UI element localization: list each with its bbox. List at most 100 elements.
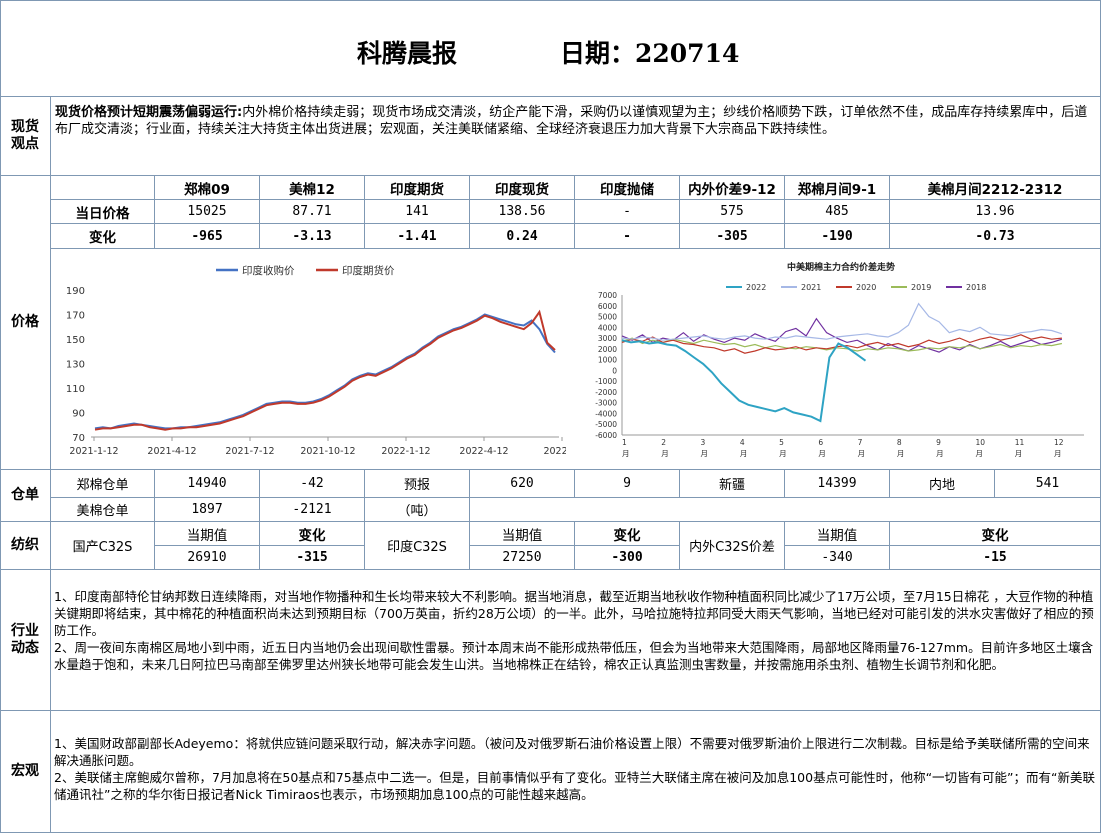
y-tick-label: 190 — [66, 286, 85, 297]
price-col-header: 内外价差9-12 — [680, 176, 785, 200]
y-tick-label: 0 — [612, 366, 617, 375]
legend-label: 2020 — [856, 283, 876, 292]
warehouse-cell: （吨） — [365, 498, 470, 522]
price-cell: 138.56 — [470, 200, 575, 224]
price-col-header: 美棉月间2212-2312 — [890, 176, 1101, 200]
warehouse-cell: 内地 — [890, 470, 995, 498]
y-tick-label: 170 — [66, 311, 85, 322]
y-tick-label: 3000 — [598, 334, 617, 343]
x-tick-label: 2021-1-12 — [69, 446, 118, 457]
warehouse-cell: 新疆 — [680, 470, 785, 498]
price-col-header: 印度抛储 — [575, 176, 680, 200]
price-cell: -1.41 — [365, 224, 470, 249]
x-tick-label: 2022-7- — [543, 446, 566, 457]
price-cell: 141 — [365, 200, 470, 224]
x-tick-label: 12 月 — [1054, 438, 1064, 458]
x-tick-label: 2022-1-12 — [381, 446, 430, 457]
y-tick-label: -6000 — [595, 431, 617, 440]
price-cell: 0.24 — [470, 224, 575, 249]
price-cell: -965 — [155, 224, 260, 249]
spinning-value: -340 — [785, 546, 890, 570]
price-row-label: 当日价格 — [51, 200, 155, 224]
x-tick-label: 11 月 — [1015, 438, 1025, 458]
x-tick-label: 2022-4-12 — [459, 446, 508, 457]
series-line-印度期货价 — [94, 309, 556, 431]
spinning-change: -315 — [260, 546, 365, 570]
price-cell: 485 — [785, 200, 890, 224]
y-tick-label: -1000 — [595, 377, 617, 386]
report-header: 科腾晨报 日期：220714 — [0, 0, 1101, 97]
price-col-header: 美棉12 — [260, 176, 365, 200]
x-tick-label: 2021-4-12 — [147, 446, 196, 457]
price-cell: -190 — [785, 224, 890, 249]
section-label-warehouse: 仓单 — [0, 470, 51, 522]
price-cell: - — [575, 224, 680, 249]
spinning-label: 国产C32S — [51, 522, 155, 570]
y-tick-label: 150 — [66, 335, 85, 346]
price-cell: -3.13 — [260, 224, 365, 249]
spot-view-lead: 现货价格预计短期震荡偏弱运行: — [55, 105, 243, 120]
y-tick-label: 2000 — [598, 345, 617, 354]
price-col-header: 印度现货 — [470, 176, 575, 200]
india-price-chart: 70 90 110 130 150 170 190 2021-1-12 2021-4-12 202… — [66, 264, 566, 457]
y-tick-label: -2000 — [595, 388, 617, 397]
warehouse-cell: 郑棉仓单 — [51, 470, 155, 498]
section-label-industry: 行业 动态 — [0, 570, 51, 711]
price-cell: -305 — [680, 224, 785, 249]
x-tick-label: 2021-10-12 — [300, 446, 355, 457]
legend-label: 2018 — [966, 283, 986, 292]
price-cell: 87.71 — [260, 200, 365, 224]
y-tick-label: 1000 — [598, 356, 617, 365]
series-line-2018 — [621, 317, 1063, 353]
spot-view: 现货价格预计短期震荡偏弱运行:内外棉价格持续走弱；现货市场成交清淡，纺企产能下滑… — [51, 97, 1101, 176]
spinning-value: 26910 — [155, 546, 260, 570]
chart-title: 中美期棉主力合约价差走势 — [787, 261, 895, 273]
spinning-change: -15 — [890, 546, 1101, 570]
warehouse-empty — [470, 498, 1101, 522]
price-col-header: 郑棉月间9-1 — [785, 176, 890, 200]
series-line-2019 — [621, 337, 1063, 352]
y-tick-label: 6000 — [598, 302, 617, 311]
legend-label: 2022 — [746, 283, 766, 292]
spot-view-body: 内外棉价格持续走弱；现货市场成交清淡，纺企产能下滑，采购仍以谨慎观望为主；纱线价… — [55, 105, 1088, 137]
y-tick-label: 70 — [72, 433, 85, 444]
industry-item-2: 2、周一夜间东南棉区局地小到中雨，近五日内当地仍会出现间歇性雷暴。预计本周末尚不… — [54, 640, 1094, 672]
price-cell: 15025 — [155, 200, 260, 224]
spinning-head: 当期值 — [785, 522, 890, 546]
warehouse-cell: 14940 — [155, 470, 260, 498]
warehouse-cell: 美棉仓单 — [51, 498, 155, 522]
price-col-header: 郑棉09 — [155, 176, 260, 200]
spinning-head: 变化 — [575, 522, 680, 546]
macro-news: 1、美国财政部副部长Adeyemo：将就供应链问题采取行动，解决赤字问题。（被问… — [51, 711, 1101, 833]
warehouse-cell: 预报 — [365, 470, 470, 498]
legend-label: 2019 — [911, 283, 931, 292]
y-tick-label: 4000 — [598, 323, 617, 332]
section-label-spot: 现货 观点 — [0, 97, 51, 176]
price-cell: - — [575, 200, 680, 224]
report-title: 科腾晨报 — [357, 39, 458, 68]
x-tick-label: 2021-7-12 — [225, 446, 274, 457]
macro-item-1: 1、美国财政部副部长Adeyemo：将就供应链问题采取行动，解决赤字问题。（被问… — [54, 736, 1090, 768]
industry-item-1: 1、印度南部特伦甘纳邦数日连续降雨，对当地作物播种和生长均带来较大不利影响。据当… — [54, 589, 1094, 638]
spinning-head: 当期值 — [155, 522, 260, 546]
spinning-change: -300 — [575, 546, 680, 570]
y-tick-label: 90 — [72, 409, 85, 420]
series-line-2021 — [621, 302, 1063, 341]
charts-area — [51, 249, 1101, 470]
spinning-label: 印度C32S — [365, 522, 470, 570]
spinning-value: 27250 — [470, 546, 575, 570]
section-label-spinning: 纺织 — [0, 522, 51, 570]
y-tick-label: 5000 — [598, 313, 617, 322]
warehouse-cell: 9 — [575, 470, 680, 498]
series-line-印度收购价 — [94, 313, 556, 430]
price-cell: -0.73 — [890, 224, 1101, 249]
